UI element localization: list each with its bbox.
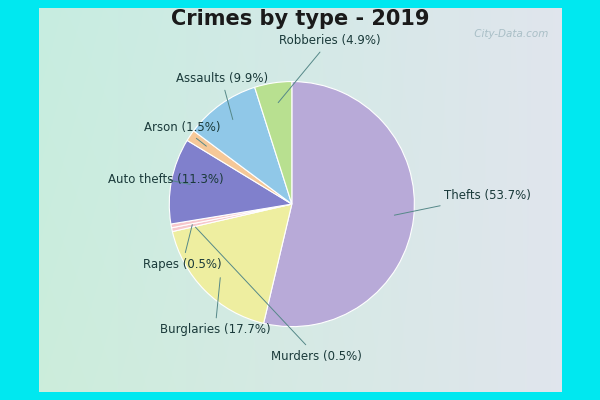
Text: Rapes (0.5%): Rapes (0.5%) — [143, 225, 221, 271]
Wedge shape — [171, 204, 292, 228]
Text: Assaults (9.9%): Assaults (9.9%) — [176, 72, 268, 120]
Wedge shape — [172, 204, 292, 323]
Wedge shape — [169, 140, 292, 224]
Wedge shape — [194, 87, 292, 204]
Text: Burglaries (17.7%): Burglaries (17.7%) — [160, 278, 271, 336]
Text: Murders (0.5%): Murders (0.5%) — [196, 227, 362, 362]
Wedge shape — [187, 131, 292, 204]
Text: Crimes by type - 2019: Crimes by type - 2019 — [171, 10, 429, 30]
Text: Arson (1.5%): Arson (1.5%) — [144, 121, 221, 146]
Text: Robberies (4.9%): Robberies (4.9%) — [278, 34, 380, 103]
Wedge shape — [172, 204, 292, 232]
Wedge shape — [254, 82, 292, 204]
Text: Thefts (53.7%): Thefts (53.7%) — [394, 190, 532, 215]
Text: Auto thefts (11.3%): Auto thefts (11.3%) — [108, 173, 224, 186]
Wedge shape — [263, 82, 415, 327]
Text: City-Data.com: City-Data.com — [471, 29, 548, 39]
